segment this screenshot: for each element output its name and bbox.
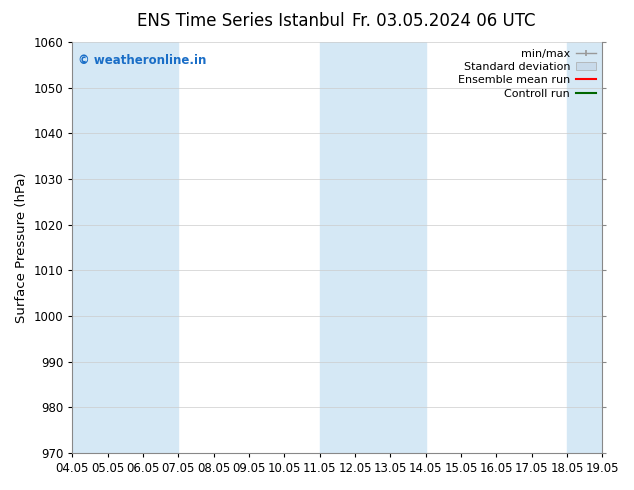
Bar [108,42,178,453]
Text: ENS Time Series Istanbul: ENS Time Series Istanbul [137,12,345,30]
Bar [72,42,108,453]
Text: Fr. 03.05.2024 06 UTC: Fr. 03.05.2024 06 UTC [352,12,536,30]
Y-axis label: Surface Pressure (hPa): Surface Pressure (hPa) [15,172,28,323]
Bar [567,42,602,453]
Bar [320,42,425,453]
Legend: min/max, Standard deviation, Ensemble mean run, Controll run: min/max, Standard deviation, Ensemble me… [453,44,600,103]
Text: © weatheronline.in: © weatheronline.in [77,54,206,68]
